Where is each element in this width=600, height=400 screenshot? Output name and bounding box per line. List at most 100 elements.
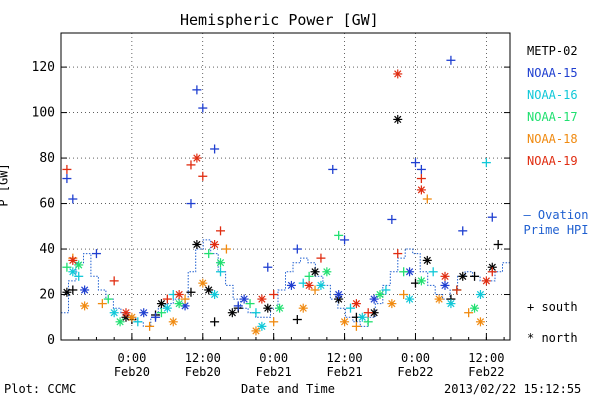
point-north-noaa-19 — [192, 153, 202, 163]
point-south-noaa-19 — [487, 267, 497, 277]
point-south-noaa-15 — [198, 103, 208, 113]
legend-metp-02: METP-02 — [527, 44, 578, 58]
x-tick-date: Feb21 — [327, 365, 363, 379]
point-south-noaa-15 — [210, 144, 220, 154]
point-north-noaa-17 — [322, 267, 332, 277]
point-south-noaa-15 — [292, 244, 302, 254]
point-north-noaa-16 — [210, 290, 220, 300]
point-north-noaa-19 — [68, 255, 78, 265]
point-north-noaa-17 — [275, 303, 285, 313]
point-south-noaa-19 — [452, 285, 462, 295]
point-south-noaa-19 — [416, 174, 426, 184]
point-north-noaa-19 — [174, 290, 184, 300]
point-south-noaa-15 — [328, 164, 338, 174]
point-south-noaa-18 — [145, 321, 155, 331]
point-south-noaa-18 — [97, 299, 107, 309]
point-north-noaa-18 — [340, 317, 350, 327]
y-tick-label: 80 — [39, 151, 55, 166]
point-north-noaa-15 — [80, 285, 90, 295]
point-north-noaa-17 — [74, 260, 84, 270]
point-north-noaa-15 — [139, 308, 149, 318]
point-south-noaa-17 — [156, 308, 166, 318]
point-north-noaa-19 — [481, 276, 491, 286]
point-north-noaa-16 — [357, 312, 367, 322]
y-axis-label: P [GW] — [0, 163, 11, 206]
point-north-noaa-19 — [257, 294, 267, 304]
point-south-noaa-19 — [216, 226, 226, 236]
legend-noaa-18: NOAA-18 — [527, 132, 578, 146]
point-south-noaa-17 — [334, 230, 344, 240]
y-tick-label: 100 — [32, 106, 55, 121]
point-north-metp-02 — [62, 287, 72, 297]
point-south-noaa-18 — [310, 285, 320, 295]
point-north-noaa-17 — [216, 258, 226, 268]
point-north-noaa-17 — [174, 299, 184, 309]
point-north-noaa-18 — [80, 301, 90, 311]
chart-title: Hemispheric Power [GW] — [180, 11, 379, 29]
point-south-noaa-15 — [186, 199, 196, 209]
point-north-noaa-16 — [446, 299, 456, 309]
x-tick-time: 12:00 — [185, 351, 221, 365]
footer-plot-source: Plot: CCMC — [4, 382, 77, 396]
ovation-line — [61, 239, 510, 327]
grid — [61, 33, 510, 341]
point-south-noaa-15 — [62, 174, 72, 184]
point-south-noaa-15 — [263, 262, 273, 272]
point-south-noaa-15 — [151, 312, 161, 322]
point-south-noaa-17 — [363, 317, 373, 327]
point-south-noaa-19 — [269, 290, 279, 300]
point-north-noaa-18 — [298, 303, 308, 313]
point-north-metp-02 — [487, 262, 497, 272]
x-tick-time: 0:00 — [401, 351, 430, 365]
point-south-noaa-18 — [464, 308, 474, 318]
point-north-noaa-18 — [251, 326, 261, 336]
point-south-metp-02 — [210, 317, 220, 327]
legend-ovation: — Ovation Prime HPI — [523, 208, 589, 237]
point-south-noaa-17 — [399, 267, 409, 277]
point-south-noaa-19 — [62, 164, 72, 174]
point-north-noaa-17 — [470, 303, 480, 313]
y-tick-label: 120 — [32, 60, 55, 75]
point-south-noaa-19 — [162, 294, 172, 304]
point-north-noaa-19 — [440, 271, 450, 281]
legend-north-marker: * north — [527, 331, 578, 345]
point-south-noaa-19 — [109, 276, 119, 286]
point-north-noaa-19 — [121, 308, 131, 318]
point-south-noaa-15 — [416, 164, 426, 174]
point-south-noaa-17 — [103, 294, 113, 304]
point-south-noaa-15 — [192, 85, 202, 95]
point-north-noaa-19 — [416, 185, 426, 195]
point-north-noaa-15 — [239, 294, 249, 304]
point-north-metp-02 — [192, 239, 202, 249]
x-tick-time: 0:00 — [259, 351, 288, 365]
point-north-noaa-19 — [351, 299, 361, 309]
point-south-noaa-15 — [487, 212, 497, 222]
legend-noaa-17: NOAA-17 — [527, 110, 578, 124]
point-south-noaa-15 — [410, 158, 420, 168]
axis-ticks: 0204060801001200:00Feb2012:00Feb200:00Fe… — [32, 60, 510, 379]
point-south-noaa-16 — [428, 267, 438, 277]
plot-frame — [60, 32, 511, 341]
point-south-noaa-15 — [387, 214, 397, 224]
point-north-noaa-17 — [115, 317, 125, 327]
point-south-noaa-16 — [381, 285, 391, 295]
point-south-noaa-16 — [74, 271, 84, 281]
point-south-noaa-15 — [91, 249, 101, 259]
point-north-noaa-16 — [68, 267, 78, 277]
point-south-noaa-17 — [204, 249, 214, 259]
point-north-noaa-16 — [162, 303, 172, 313]
point-north-metp-02 — [422, 255, 432, 265]
point-south-noaa-19 — [316, 253, 326, 263]
point-north-noaa-15 — [440, 280, 450, 290]
point-north-noaa-16 — [475, 290, 485, 300]
y-tick-label: 60 — [39, 197, 55, 212]
point-north-noaa-18 — [475, 317, 485, 327]
point-south-noaa-19 — [393, 249, 403, 259]
point-north-noaa-19 — [210, 239, 220, 249]
x-tick-date: Feb21 — [256, 365, 292, 379]
legend-noaa-16: NOAA-16 — [527, 88, 578, 102]
point-north-noaa-18 — [434, 294, 444, 304]
point-north-noaa-17 — [416, 276, 426, 286]
point-north-noaa-15 — [286, 280, 296, 290]
point-north-metp-02 — [393, 114, 403, 124]
